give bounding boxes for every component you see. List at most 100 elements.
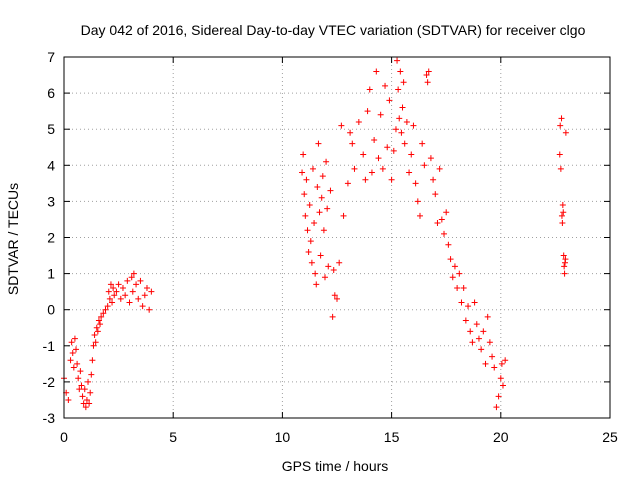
data-point xyxy=(497,375,504,382)
data-point xyxy=(559,220,566,227)
data-point xyxy=(104,303,111,310)
data-point xyxy=(458,299,465,306)
data-point xyxy=(100,310,107,317)
y-tick-label: 0 xyxy=(47,302,55,318)
x-tick-label: 15 xyxy=(384,429,400,445)
data-point xyxy=(324,205,331,212)
data-point xyxy=(139,303,146,310)
data-point xyxy=(327,187,334,194)
data-point xyxy=(478,346,485,353)
data-point xyxy=(397,68,404,75)
data-point xyxy=(556,151,563,158)
data-point xyxy=(119,285,126,292)
data-point xyxy=(70,364,77,371)
data-point xyxy=(321,274,328,281)
data-point xyxy=(430,176,437,183)
data-point xyxy=(562,129,569,136)
data-point xyxy=(390,147,397,154)
data-point xyxy=(77,368,84,375)
y-tick-label: 1 xyxy=(47,266,55,282)
data-point xyxy=(85,378,92,385)
data-point xyxy=(423,72,430,79)
data-point xyxy=(493,404,500,411)
data-point xyxy=(301,191,308,198)
data-point xyxy=(406,169,413,176)
data-point xyxy=(451,263,458,270)
data-point xyxy=(398,129,405,136)
data-point xyxy=(315,140,322,147)
data-point xyxy=(95,317,102,324)
data-point xyxy=(86,400,93,407)
data-point xyxy=(308,259,315,266)
data-point xyxy=(128,274,135,281)
data-point xyxy=(447,256,454,263)
data-point xyxy=(559,202,566,209)
data-point xyxy=(366,86,373,93)
data-point xyxy=(410,122,417,129)
data-point xyxy=(443,209,450,216)
data-point xyxy=(456,270,463,277)
data-point xyxy=(91,331,98,338)
data-point xyxy=(399,104,406,111)
data-point xyxy=(400,79,407,86)
data-point xyxy=(480,328,487,335)
data-point xyxy=(486,339,493,346)
data-point xyxy=(334,295,340,302)
data-point xyxy=(502,357,509,364)
data-point xyxy=(304,227,311,234)
data-point xyxy=(421,162,428,169)
data-point xyxy=(124,277,131,284)
data-point xyxy=(302,212,309,219)
data-point xyxy=(465,303,472,310)
x-tick-label: 0 xyxy=(60,429,68,445)
data-point xyxy=(102,306,109,313)
data-point xyxy=(489,353,496,360)
data-point xyxy=(424,79,431,86)
data-point xyxy=(340,212,347,219)
data-point xyxy=(87,389,94,396)
data-point xyxy=(113,288,120,295)
data-point xyxy=(303,176,310,183)
data-point xyxy=(71,335,78,342)
grid-lines xyxy=(64,57,610,418)
data-point xyxy=(561,270,568,277)
x-tick-label: 25 xyxy=(602,429,618,445)
data-point xyxy=(92,339,99,346)
data-point xyxy=(300,151,307,158)
data-point xyxy=(482,360,489,367)
data-point xyxy=(307,238,314,245)
data-point xyxy=(130,270,137,277)
data-point xyxy=(336,259,343,266)
data-point xyxy=(469,339,476,346)
data-point xyxy=(111,292,118,299)
data-point xyxy=(495,393,502,400)
data-point xyxy=(561,263,568,270)
data-point xyxy=(388,176,395,183)
data-point xyxy=(82,404,89,411)
data-point xyxy=(434,220,441,227)
data-point xyxy=(90,342,97,349)
data-point xyxy=(75,375,82,382)
data-point xyxy=(427,155,434,162)
data-point xyxy=(396,115,403,122)
data-point xyxy=(401,140,408,147)
data-point xyxy=(306,202,313,209)
data-point xyxy=(562,256,569,263)
data-point xyxy=(419,140,426,147)
data-point xyxy=(126,299,133,306)
data-point xyxy=(403,118,410,125)
data-point xyxy=(557,122,564,129)
data-point xyxy=(416,212,423,219)
data-point xyxy=(80,400,87,407)
data-point xyxy=(314,183,321,190)
data-point xyxy=(105,288,112,295)
y-tick-label: 5 xyxy=(47,121,55,137)
y-tick-label: 3 xyxy=(47,193,55,209)
data-point xyxy=(94,328,101,335)
data-point xyxy=(79,393,86,400)
x-tick-label: 20 xyxy=(493,429,509,445)
data-point xyxy=(351,165,358,172)
data-point xyxy=(382,82,389,89)
data-point xyxy=(412,180,419,187)
